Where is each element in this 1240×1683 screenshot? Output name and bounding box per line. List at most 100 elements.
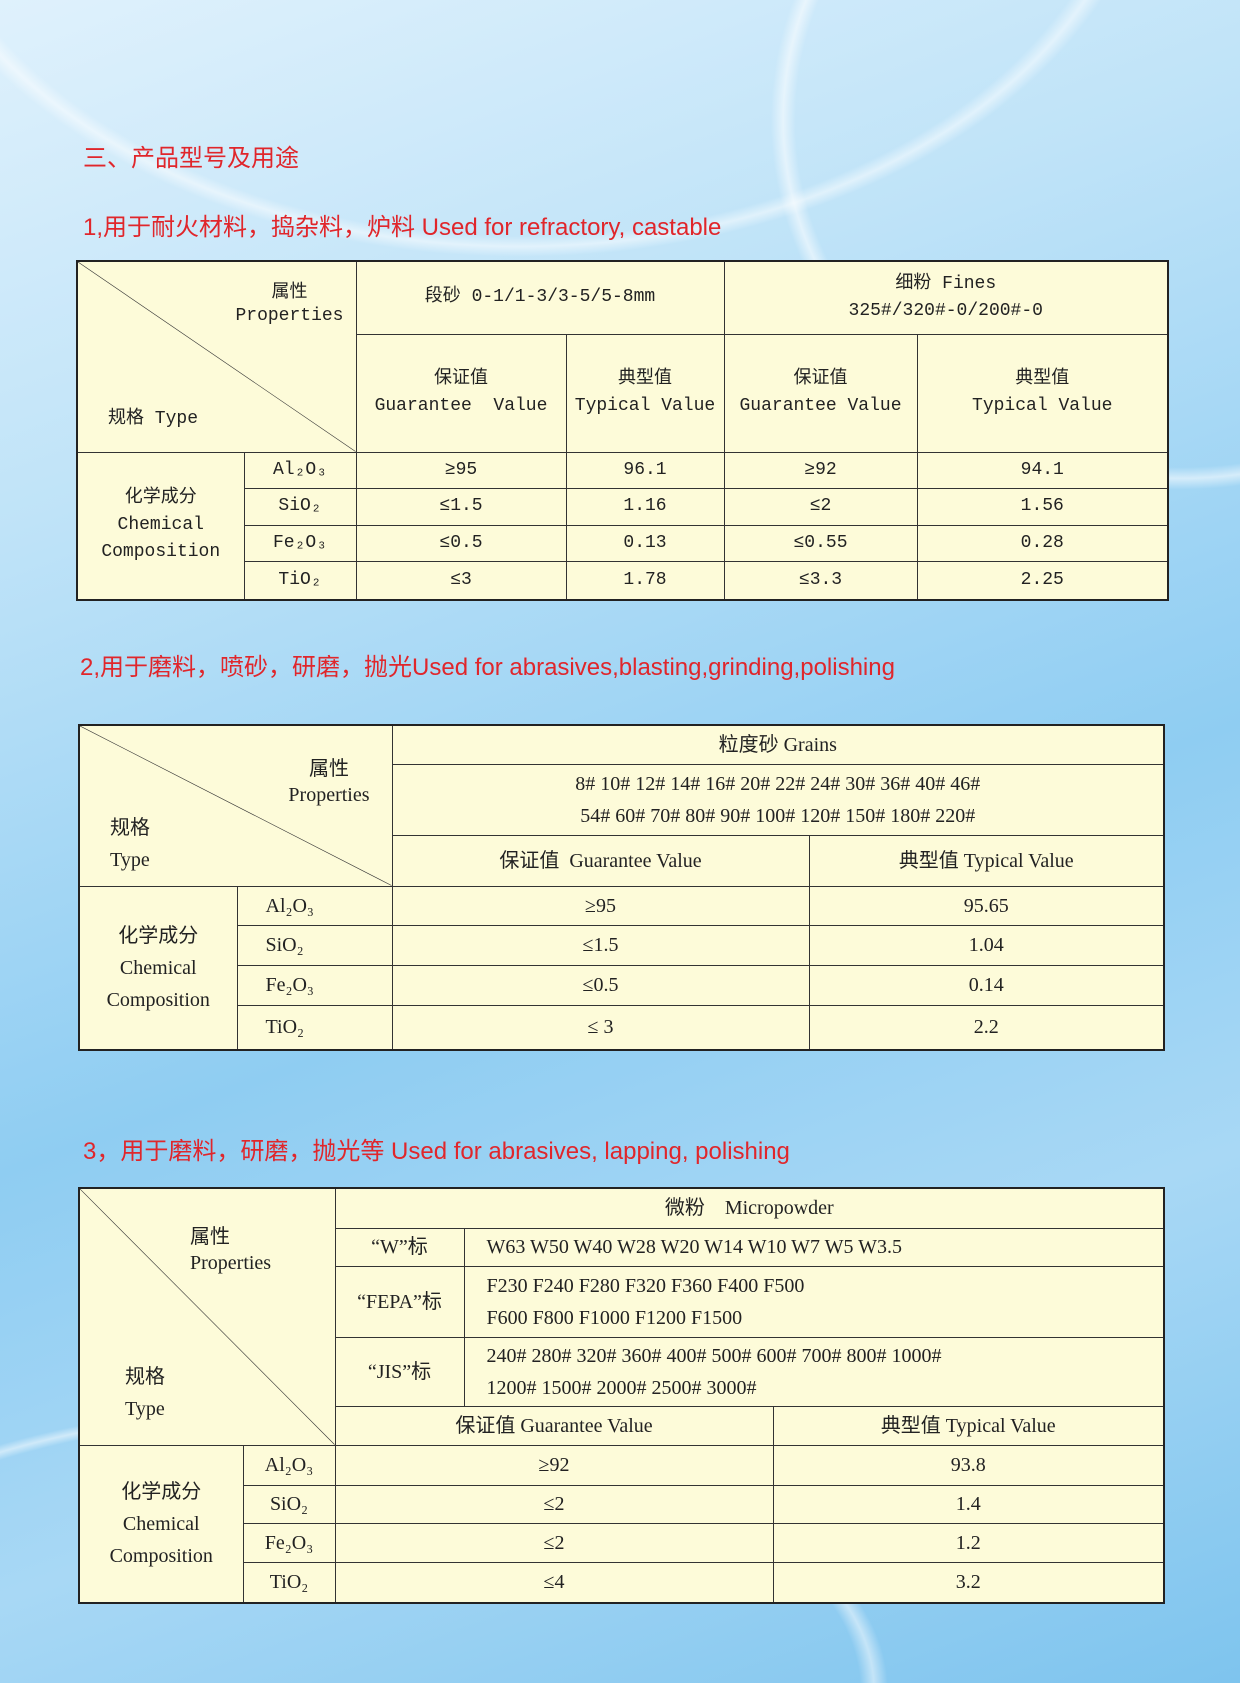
cell: ≤3.3: [723, 560, 918, 601]
compound: Fe₂O₃: [243, 524, 357, 562]
cell: ≤4: [334, 1561, 774, 1604]
table-row: 化学成分 Chemical Composition Al₂O₃ ≥92 93.8: [78, 1444, 1165, 1604]
typical-header: 典型值 Typical Value: [772, 1405, 1165, 1446]
jis-line: 1200# 1500# 2000# 2500# 3000#: [486, 1376, 757, 1399]
grit-sand-header: 段砂 0-1/1-3/3-5/5-8mm: [355, 260, 725, 335]
cell: ≤1.5: [391, 924, 810, 966]
guarantee-cn: 保证值: [793, 369, 848, 389]
properties-en: Properties: [288, 784, 370, 806]
jis-standard-values: 240# 280# 320# 360# 400# 500# 600# 700# …: [463, 1336, 1165, 1407]
properties-en: Properties: [190, 1252, 272, 1274]
cell: ≤1.5: [355, 487, 567, 526]
chem-en: Chemical: [119, 956, 197, 979]
cell: 1.4: [772, 1484, 1165, 1524]
cell: 94.1: [916, 451, 1169, 489]
chemical-composition-label: 化学成分 Chemical Composition: [78, 885, 238, 1051]
table-row: 化学成分 Chemical Composition Al₂O₃ ≥95 95.65: [78, 885, 1165, 1051]
table3: 属性 Properties 规格 Type 微粉 Micropowder “W”标 W…: [78, 1187, 1166, 1604]
cell: 1.78: [565, 560, 725, 601]
compound: SiO₂: [243, 487, 357, 526]
cell: ≤0.5: [355, 524, 567, 562]
header-corner: 属性 Properties 规格 Type: [78, 1187, 336, 1446]
w-standard-values: W63 W50 W40 W28 W20 W14 W10 W7 W5 W3.5: [463, 1227, 1165, 1267]
typical-cn: 典型值: [618, 369, 672, 389]
cell: ≤2: [334, 1484, 774, 1524]
cell: 2.25: [916, 560, 1169, 601]
compound: SiO₂: [236, 924, 393, 966]
fines-label: 细粉 Fines: [895, 273, 997, 294]
cell: ≤0.5: [391, 964, 810, 1006]
guarantee-en: Guarantee Value: [374, 396, 548, 416]
type-cn: 规格: [110, 816, 150, 839]
section-title: 三、产品型号及用途: [83, 145, 299, 172]
compound: Fe₂O₃: [236, 964, 393, 1006]
table-row: SiO₂ ≤1.5 1.04: [79, 924, 1165, 966]
cell: 1.56: [916, 487, 1169, 526]
guarantee-cn: 保证值: [434, 369, 488, 389]
typical-en: Typical Value: [972, 396, 1113, 416]
cell: ≤3: [355, 560, 567, 601]
jis-line: 240# 280# 320# 360# 400# 500# 600# 700# …: [486, 1344, 942, 1367]
chem-en: Composition: [109, 1544, 213, 1567]
compound: SiO₂: [242, 1484, 336, 1524]
cell: ≥92: [723, 451, 918, 489]
cell: ≥95: [391, 885, 810, 926]
cell: 1.16: [565, 487, 725, 526]
properties-cn: 属性: [271, 283, 308, 303]
table2: 属性 Properties 规格 Type 粒度砂 Grains 8# 10# 12…: [78, 724, 1166, 1051]
cell: 2.2: [808, 1004, 1165, 1051]
table-row: TiO₂ ≤3 1.78 ≤3.3 2.25: [77, 560, 1169, 601]
cell: 1.04: [808, 924, 1165, 966]
typical-header: 典型值 Typical Value: [808, 834, 1165, 887]
fines-sizes: 325#/320#-0/200#-0: [848, 300, 1043, 321]
cell: ≤2: [723, 487, 918, 526]
guarantee-header: 保证值 Guarantee Value: [723, 333, 918, 453]
type-cn: 规格: [125, 1365, 165, 1388]
table-row: Fe₂O₃ ≤2 1.2: [79, 1522, 1165, 1563]
table1: 属性 Properties 规格 Type 段砂 0-1/1-3/3-5/5-8m…: [76, 260, 1169, 601]
chem-en: Chemical: [117, 515, 204, 536]
table-row: Fe₂O₃ ≤0.5 0.14: [79, 964, 1165, 1006]
cell: 3.2: [772, 1561, 1165, 1604]
grains-header: 粒度砂 Grains: [391, 724, 1165, 765]
cell: ≥95: [355, 451, 567, 489]
sizes-line: 8# 10# 12# 14# 16# 20# 22# 24# 30# 36# 4…: [575, 772, 981, 795]
chem-cn: 化学成分: [121, 1480, 202, 1503]
chem-en: Chemical: [122, 1512, 200, 1535]
table1-heading: 1,用于耐火材料，捣杂料，炉料 Used for refractory, cas…: [83, 214, 722, 241]
cell: 1.2: [772, 1522, 1165, 1563]
fines-header: 细粉 Fines 325#/320#-0/200#-0: [723, 260, 1169, 335]
compound: TiO₂: [243, 560, 357, 601]
guarantee-header: 保证值 Guarantee Value: [334, 1405, 774, 1446]
header-corner: 属性 Properties 规格 Type: [78, 724, 393, 887]
cell: 93.8: [772, 1444, 1165, 1486]
cell: 96.1: [565, 451, 725, 489]
table-row: TiO₂ ≤ 3 2.2: [79, 1004, 1165, 1051]
type-en: Type: [110, 848, 150, 871]
table2-heading: 2,用于磨料，喷砂，研磨，抛光Used for abrasives,blasti…: [80, 654, 895, 681]
type-label: 规格 Type: [108, 409, 199, 430]
compound: Al₂O₃: [242, 1444, 336, 1486]
chem-en: Composition: [101, 542, 221, 563]
chem-cn: 化学成分: [124, 488, 197, 509]
type-en: Type: [125, 1397, 165, 1420]
chemical-composition-label: 化学成分 Chemical Composition: [78, 1444, 244, 1604]
guarantee-header: 保证值 Guarantee Value: [391, 834, 810, 887]
compound: Fe₂O₃: [242, 1522, 336, 1563]
fepa-line: F230 F240 F280 F320 F360 F400 F500: [486, 1274, 805, 1297]
table-row: TiO₂ ≤4 3.2: [79, 1561, 1165, 1604]
cell: ≥92: [334, 1444, 774, 1486]
micropowder-header: 微粉 Micropowder: [334, 1187, 1165, 1229]
typical-en: Typical Value: [574, 396, 716, 416]
header-corner: 属性 Properties 规格 Type: [76, 260, 357, 453]
table3-heading: 3，用于磨料，研磨，抛光等 Used for abrasives, lappin…: [83, 1138, 790, 1165]
typical-header: 典型值 Typical Value: [565, 333, 725, 453]
table-row: SiO₂ ≤2 1.4: [79, 1484, 1165, 1524]
properties-en: Properties: [235, 306, 344, 327]
jis-standard-label: “JIS”标: [334, 1336, 465, 1407]
chem-cn: 化学成分: [118, 924, 199, 947]
compound: TiO₂: [236, 1004, 393, 1051]
cell: ≤ 3: [391, 1004, 810, 1051]
grain-sizes: 8# 10# 12# 14# 16# 20# 22# 24# 30# 36# 4…: [391, 763, 1165, 836]
fepa-line: F600 F800 F1000 F1200 F1500: [486, 1306, 743, 1329]
